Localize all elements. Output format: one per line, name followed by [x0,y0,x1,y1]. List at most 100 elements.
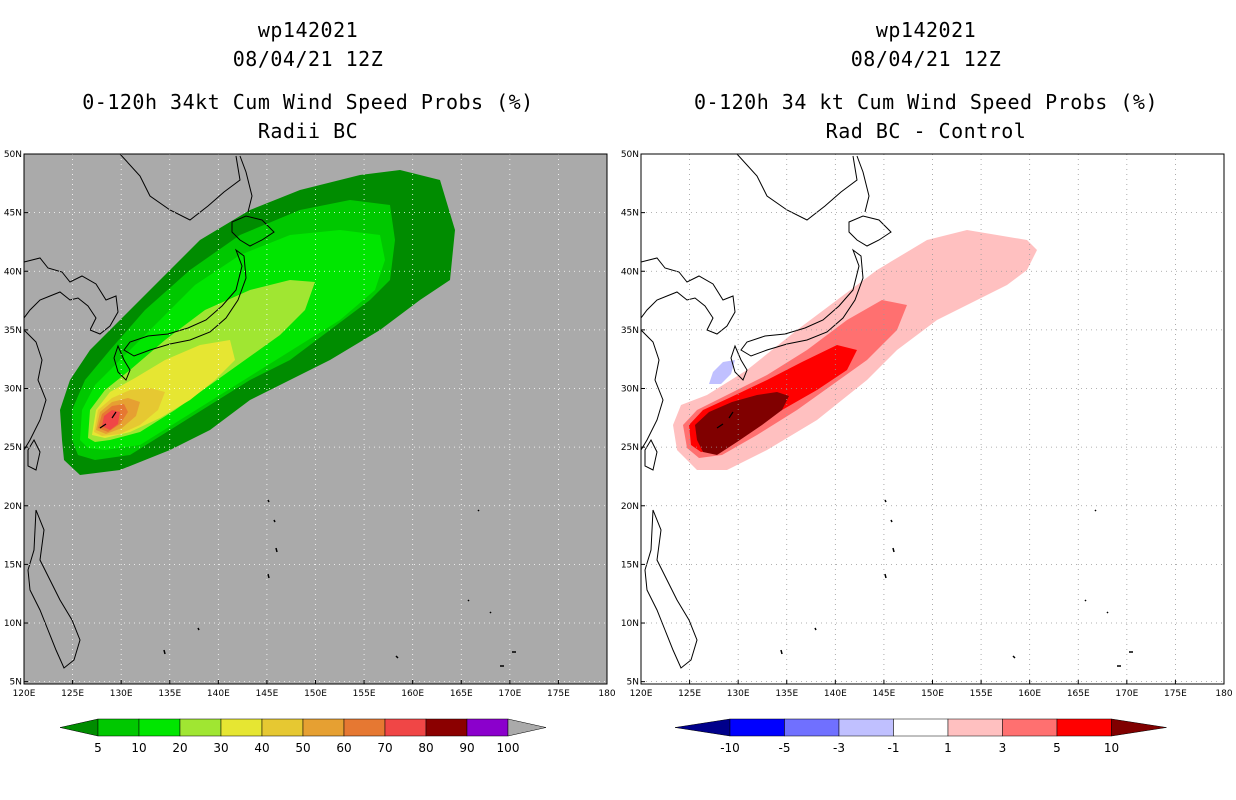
lat-label: 50N [4,150,22,160]
colorbar-label: 50 [295,741,310,755]
colorbar-box [261,718,304,737]
lon-label: 160E [1018,689,1041,699]
lat-label: 5N [627,678,639,688]
lat-label: 5N [10,678,22,688]
colorbar-box [838,718,894,737]
right-colorbar: -10 -5 -3 -1 1 3 5 10 [674,718,1167,755]
colorbar-box [302,718,345,737]
colorbar-box [179,718,222,737]
right-valid-time: 08/04/21 12Z [850,47,1002,71]
colorbar-label: 40 [254,741,269,755]
colorbar-label: -10 [720,741,740,755]
colorbar-box [784,718,840,737]
lon-label: 125E [678,689,701,699]
right-panel-title: wp142021 08/04/21 12Z 0-120h 34 kt Cum W… [616,16,1236,146]
right-map-panel: 120E 125E 130E 135E 140E 145E 150E 155E 160E 165E… [621,150,1233,755]
colorbar-label: 70 [377,741,392,755]
lon-label: 175E [547,689,570,699]
colorbar-arrow-high [1111,718,1167,737]
lon-label: 120E [13,689,36,699]
lat-label: 45N [621,209,639,219]
diff-neg-1 [709,360,735,384]
left-product-title: 0-120h 34kt Cum Wind Speed Probs (%) [82,90,534,114]
colorbar-label: 3 [999,741,1007,755]
lat-label: 35N [4,326,22,336]
colorbar-box [220,718,263,737]
colorbar-box [97,718,140,737]
colorbar-label: 10 [1104,741,1119,755]
left-subtitle: Radii BC [257,119,359,143]
left-panel-title: wp142021 08/04/21 12Z 0-120h 34kt Cum Wi… [0,16,616,146]
colorbar-box [343,718,386,737]
lon-label: 165E [1067,689,1090,699]
lat-label: 10N [4,619,22,629]
lat-label: 25N [4,443,22,453]
colorbar-box [466,718,509,737]
colorbar-label: -5 [779,741,791,755]
lat-label: 30N [4,385,22,395]
colorbar-label: 5 [94,741,102,755]
colorbar-box [947,718,1003,737]
lon-label: 140E [207,689,230,699]
lon-label: 160E [401,689,424,699]
lon-label: 130E [110,689,133,699]
left-colorbar: 5 10 20 30 40 50 60 70 80 90 100 [59,718,547,755]
lon-label: 180 [1215,689,1232,699]
lat-label: 50N [621,150,639,160]
colorbar-box [425,718,468,737]
lat-label: 40N [4,267,22,277]
colorbar-box [1002,718,1058,737]
lat-label: 45N [4,209,22,219]
lat-label: 10N [621,619,639,629]
colorbar-label: 90 [459,741,474,755]
colorbar-label: 10 [131,741,146,755]
lon-label: 155E [353,689,376,699]
left-map-panel: 120E 125E 130E 135E 140E 145E 150E 155E 160E 165E… [4,150,616,755]
colorbar-box [1056,718,1112,737]
right-product-title: 0-120h 34 kt Cum Wind Speed Probs (%) [693,90,1159,114]
colorbar-label: -1 [888,741,900,755]
lon-label: 120E [630,689,653,699]
lon-label: 150E [921,689,944,699]
contour-80 [102,410,120,430]
lon-label: 135E [158,689,181,699]
colorbar-arrow-low [59,718,99,737]
lon-label: 130E [727,689,750,699]
left-valid-time: 08/04/21 12Z [232,47,384,71]
lon-label: 145E [872,689,895,699]
colorbar-label: 20 [172,741,187,755]
left-storm-id: wp142021 [257,18,359,42]
lon-label: 165E [450,689,473,699]
right-axis-labels: 120E 125E 130E 135E 140E 145E 150E 155E 160E 165E… [621,150,1233,699]
lat-label: 20N [621,502,639,512]
colorbar-arrow-low [674,718,731,737]
lon-label: 140E [824,689,847,699]
lon-label: 170E [1115,689,1138,699]
lon-label: 135E [775,689,798,699]
colorbar-label: 100 [497,741,520,755]
left-probability-contours [24,154,517,669]
colorbar-box [729,718,785,737]
right-difference-contours [641,154,1134,669]
lat-label: 20N [4,502,22,512]
lon-label: 150E [304,689,327,699]
lon-label: 155E [970,689,993,699]
lon-label: 180 [598,689,615,699]
colorbar-box [138,718,181,737]
colorbar-label: 80 [418,741,433,755]
diff-10 [695,392,789,455]
colorbar-label: 30 [213,741,228,755]
colorbar-arrow-high [507,718,547,737]
colorbar-label: 60 [336,741,351,755]
left-grid [24,154,607,684]
colorbar-label: 5 [1053,741,1061,755]
right-storm-id: wp142021 [875,18,977,42]
colorbar-box [384,718,427,737]
lon-label: 145E [255,689,278,699]
colorbar-label: -3 [833,741,845,755]
lon-label: 170E [498,689,521,699]
lon-label: 175E [1164,689,1187,699]
lat-label: 25N [621,443,639,453]
right-subtitle: Rad BC - Control [825,119,1027,143]
